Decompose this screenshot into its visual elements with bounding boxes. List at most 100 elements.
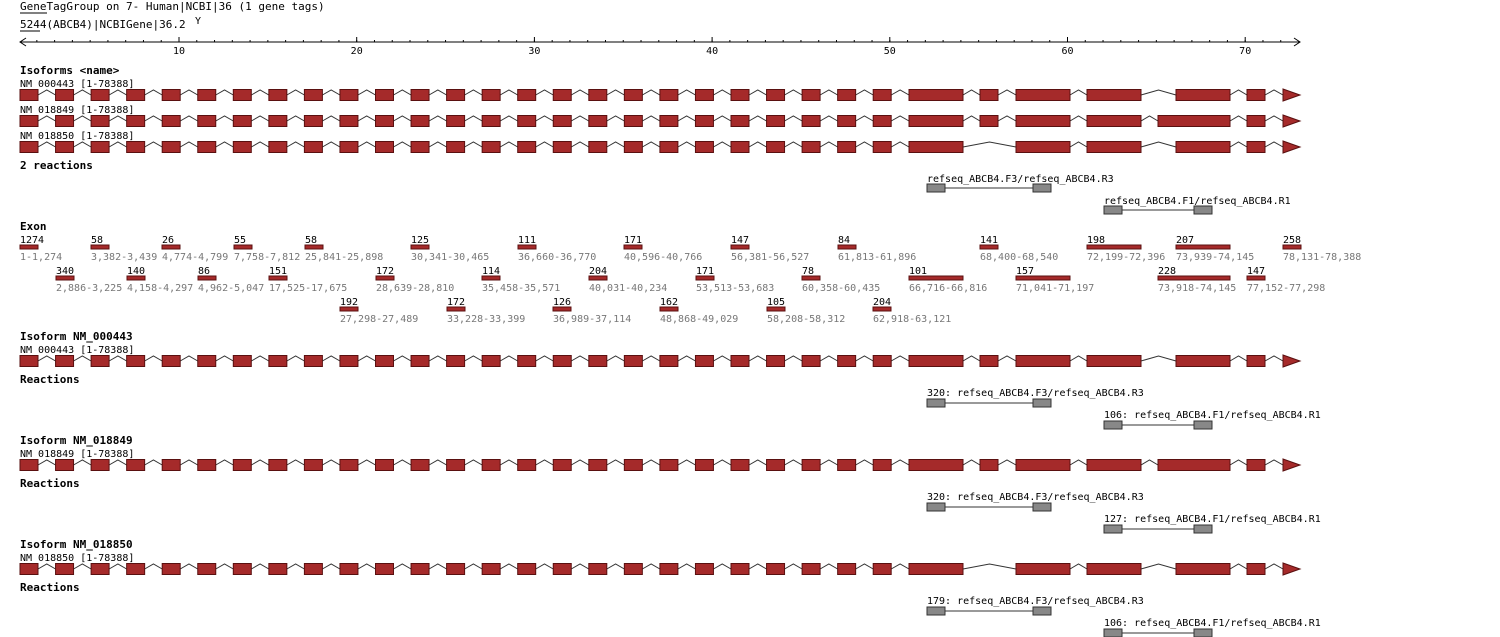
intron [606,563,625,570]
exon-bar [268,275,288,281]
section-title: Isoform NM_018849 [20,434,133,447]
exon-box [197,459,217,471]
intron [464,563,483,570]
intron [1229,115,1248,122]
exon-box [197,563,217,575]
exon-box [481,115,501,127]
reaction-label: 106: refseq_ABCB4.F1/refseq_ABCB4.R1 [1104,618,1321,629]
exon-bar [90,244,110,250]
exon-range: 58,208-58,312 [767,314,845,325]
exon-box [268,115,288,127]
exon-box [126,355,146,367]
exon-box [588,89,608,101]
intron [144,141,163,148]
exon-bar [126,275,146,281]
primer [926,398,946,408]
exon-box [268,355,288,367]
exon-box [55,459,75,471]
intron [535,115,554,122]
intron [571,115,590,122]
primer [1032,183,1052,193]
exon-range: 25,841-25,898 [305,252,383,263]
intron [535,355,554,362]
isoform-label: NM_000443 [1-78388] [20,345,134,356]
exon-range: 36,989-37,114 [553,314,631,325]
exon-box [1086,355,1142,367]
exon-box [19,563,39,575]
exon-box [517,89,537,101]
strand-arrow [1282,458,1302,472]
exon-bar [55,275,75,281]
intron [1069,563,1088,570]
intron [499,459,518,466]
intron [606,89,625,96]
section-title: Isoform NM_000443 [20,330,133,343]
exon-range: 35,458-35,571 [482,283,560,294]
reaction-label: refseq_ABCB4.F1/refseq_ABCB4.R1 [1104,196,1291,207]
intron [571,355,590,362]
section-title: Reactions [20,477,80,490]
intron [251,89,270,96]
intron [108,89,127,96]
intron [642,89,661,96]
intron [784,141,803,148]
gene-label[interactable]: 5244(ABCB4)|NCBIGene|36.2 [20,18,186,31]
primer [1193,205,1213,215]
intron [677,89,696,96]
intron [1140,355,1177,362]
intron [677,115,696,122]
intron [464,115,483,122]
ruler-tick-label: 40 [706,46,718,57]
intron [642,563,661,570]
exon-bar [872,306,892,312]
ruler-arrow [19,37,1301,47]
intron [179,115,198,122]
exon-box [908,563,964,575]
intron [890,355,910,362]
exon-box [1086,89,1142,101]
intron [890,141,910,148]
intron [1069,459,1088,466]
intron [890,89,910,96]
exon-range: 30,341-30,465 [411,252,489,263]
intron [393,355,412,362]
exon-box [766,89,786,101]
exon-size: 162 [660,297,678,308]
page-title[interactable]: GeneTagGroup on 7- Human|NCBI|36 (1 gene… [20,0,325,13]
intron [393,459,412,466]
exon-bar [766,306,786,312]
intron [179,89,198,96]
strand-arrow [1282,562,1302,576]
intron [1229,355,1248,362]
exon-box [339,459,359,471]
exon-box [659,141,679,153]
exon-box [1175,563,1231,575]
strand-arrow [1282,114,1302,128]
exon-size: 58 [91,235,103,246]
intron [642,459,661,466]
exon-box [694,89,714,101]
exon-range: 36,660-36,770 [518,252,596,263]
exon-box [161,141,181,153]
intron [286,115,305,122]
exon-size: 258 [1283,235,1301,246]
intron [179,459,198,466]
exon-bar [979,244,999,250]
intron [286,563,305,570]
exon-box [55,563,75,575]
exon-bar [410,244,430,250]
intron [784,89,803,96]
exon-box [908,459,964,471]
exon-box [1086,459,1142,471]
intron [251,459,270,466]
intron [748,563,767,570]
exon-size: 140 [127,266,145,277]
exon-box [908,141,964,153]
exon-box [766,355,786,367]
intron [108,355,127,362]
exon-box [268,89,288,101]
exon-box [837,115,857,127]
intron [1264,141,1284,148]
intron [357,89,376,96]
exon-bar [1175,244,1231,250]
